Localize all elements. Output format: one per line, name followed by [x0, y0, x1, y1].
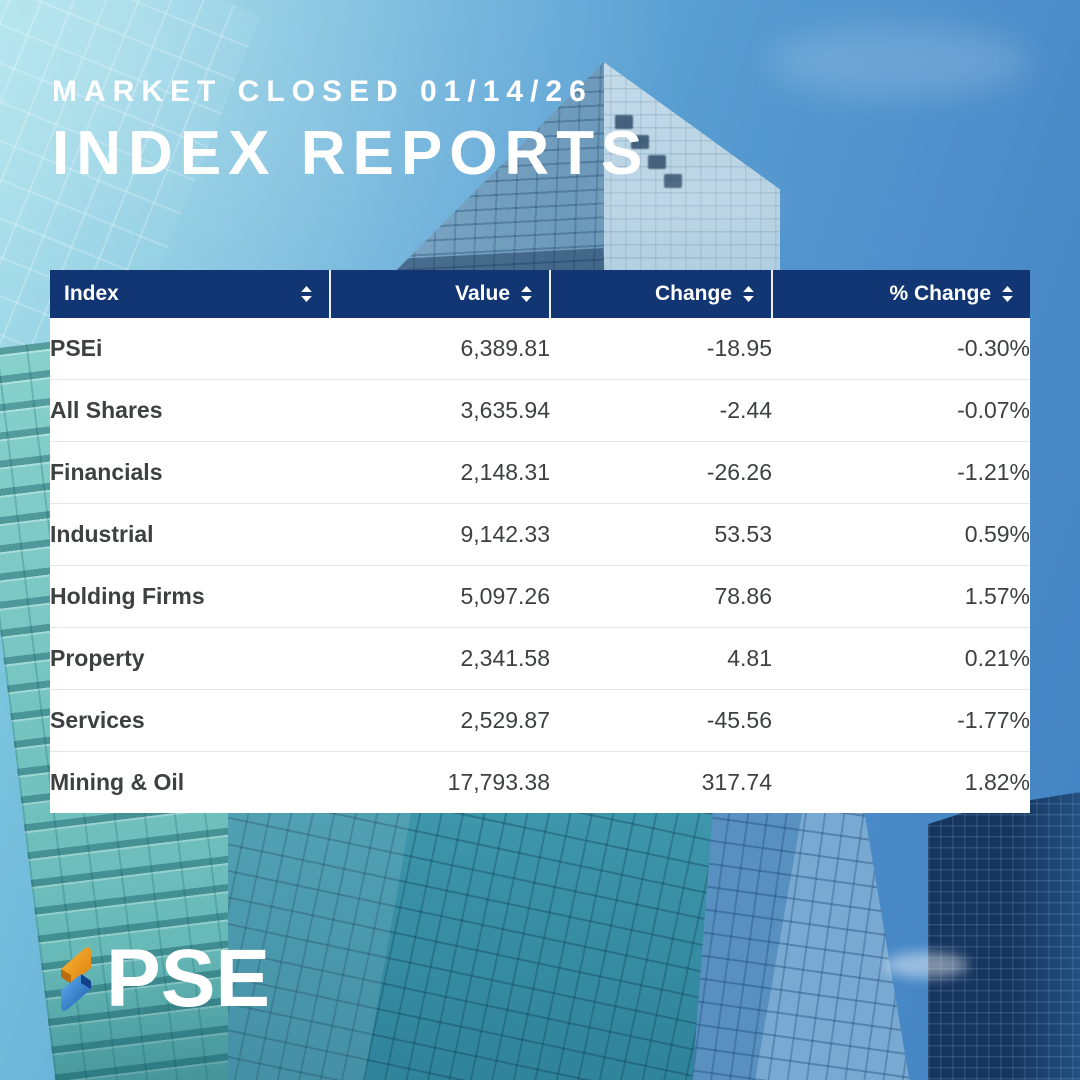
index-pct-change: -1.21% [772, 441, 1030, 504]
index-name: Industrial [50, 503, 330, 566]
index-name: Property [50, 627, 330, 690]
index-value: 6,389.81 [330, 318, 550, 380]
right-dark-building [928, 792, 1080, 1080]
heading-block: MARKET CLOSED 01/14/26 INDEX REPORTS [52, 74, 649, 186]
index-change: 317.74 [550, 751, 772, 813]
table-row: Industrial 9,142.33 53.53 0.59% [50, 503, 1030, 566]
column-header-index[interactable]: Index [50, 270, 330, 318]
cloud [770, 26, 1030, 98]
index-pct-change: 1.57% [772, 565, 1030, 628]
index-change: 78.86 [550, 565, 772, 628]
sort-icon[interactable] [742, 286, 755, 302]
index-value: 2,341.58 [330, 627, 550, 690]
index-name: All Shares [50, 379, 330, 442]
index-name: Holding Firms [50, 565, 330, 628]
table-header-row: Index Value Change [50, 270, 1030, 318]
index-name: PSEi [50, 318, 330, 380]
table-row: PSEi 6,389.81 -18.95 -0.30% [50, 318, 1030, 380]
index-pct-change: 1.82% [772, 751, 1030, 813]
column-header-value[interactable]: Value [329, 270, 550, 318]
sort-icon[interactable] [520, 286, 533, 302]
index-change: -2.44 [550, 379, 772, 442]
index-change: 53.53 [550, 503, 772, 566]
index-change: -45.56 [550, 689, 772, 752]
index-table: Index Value Change [50, 270, 1030, 813]
page-title: INDEX REPORTS [52, 119, 650, 188]
table-row: Financials 2,148.31 -26.26 -1.21% [50, 441, 1030, 504]
index-pct-change: -0.07% [772, 379, 1030, 442]
column-header-change[interactable]: Change [549, 270, 772, 318]
index-value: 17,793.38 [330, 751, 550, 813]
index-pct-change: 0.59% [772, 503, 1030, 566]
sort-icon[interactable] [300, 286, 313, 302]
cloud [884, 952, 968, 978]
table-row: Holding Firms 5,097.26 78.86 1.57% [50, 565, 1030, 628]
column-label: % Change [889, 282, 991, 305]
cloud [590, 176, 780, 230]
table-row: Property 2,341.58 4.81 0.21% [50, 627, 1030, 690]
index-value: 5,097.26 [330, 565, 550, 628]
column-header-pct-change[interactable]: % Change [771, 270, 1030, 318]
pse-logo: PSE [54, 938, 270, 1020]
pse-logo-text: PSE [106, 933, 271, 1024]
index-pct-change: 0.21% [772, 627, 1030, 690]
index-pct-change: -0.30% [772, 318, 1030, 380]
column-label: Index [64, 282, 119, 305]
table-row: Mining & Oil 17,793.38 317.74 1.82% [50, 751, 1030, 813]
building-sign [615, 115, 707, 207]
market-status: MARKET CLOSED 01/14/26 [52, 75, 593, 108]
index-name: Financials [50, 441, 330, 504]
index-change: -26.26 [550, 441, 772, 504]
index-value: 3,635.94 [330, 379, 550, 442]
index-name: Services [50, 689, 330, 752]
column-label: Change [654, 282, 732, 305]
index-name: Mining & Oil [50, 751, 330, 813]
sort-icon[interactable] [1001, 286, 1014, 302]
table-row: Services 2,529.87 -45.56 -1.77% [50, 689, 1030, 752]
index-value: 2,529.87 [330, 689, 550, 752]
index-value: 9,142.33 [330, 503, 550, 566]
pse-logo-mark [61, 947, 91, 1011]
index-value: 2,148.31 [330, 441, 550, 504]
index-change: 4.81 [550, 627, 772, 690]
index-pct-change: -1.77% [772, 689, 1030, 752]
index-change: -18.95 [550, 318, 772, 380]
table-row: All Shares 3,635.94 -2.44 -0.07% [50, 379, 1030, 442]
column-label: Value [455, 282, 510, 305]
